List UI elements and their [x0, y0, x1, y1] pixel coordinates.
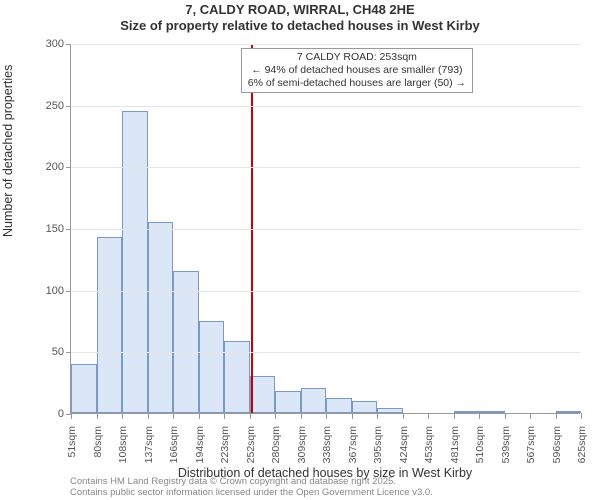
ytick-mark: [66, 44, 71, 45]
ytick-label: 200: [24, 161, 64, 173]
ytick-mark: [66, 229, 71, 230]
xtick-mark: [97, 413, 98, 419]
y-axis-label-container: Number of detached properties: [0, 0, 20, 500]
grid-line: [71, 352, 580, 353]
bar: [97, 237, 123, 413]
xtick-label: 80sqm: [92, 426, 104, 476]
annotation-line1: 7 CALDY ROAD: 253sqm: [248, 51, 466, 64]
xtick-label: 395sqm: [372, 426, 384, 476]
xtick-mark: [377, 413, 378, 419]
xtick-mark: [250, 413, 251, 419]
xtick-label: 223sqm: [219, 426, 231, 476]
attribution-line2: Contains public sector information licen…: [70, 488, 433, 499]
xtick-mark: [428, 413, 429, 419]
annotation-line3: 6% of semi-detached houses are larger (5…: [248, 77, 466, 90]
xtick-label: 166sqm: [168, 426, 180, 476]
xtick-label: 137sqm: [143, 426, 155, 476]
annotation-line2: ← 94% of detached houses are smaller (79…: [248, 64, 466, 77]
xtick-mark: [301, 413, 302, 419]
xtick-label: 424sqm: [398, 426, 410, 476]
bar: [377, 408, 403, 413]
bar: [301, 388, 327, 413]
xtick-mark: [71, 413, 72, 419]
xtick-label: 539sqm: [500, 426, 512, 476]
bar: [556, 411, 582, 413]
xtick-label: 453sqm: [423, 426, 435, 476]
bar: [71, 364, 97, 413]
ytick-mark: [66, 352, 71, 353]
xtick-mark: [352, 413, 353, 419]
bar: [148, 222, 174, 413]
y-axis-label: Number of detached properties: [1, 65, 15, 237]
bar: [250, 376, 276, 413]
xtick-label: 481sqm: [449, 426, 461, 476]
xtick-mark: [454, 413, 455, 419]
ytick-label: 100: [24, 285, 64, 297]
xtick-mark: [224, 413, 225, 419]
bar: [352, 401, 378, 413]
grid-line: [71, 291, 580, 292]
xtick-mark: [326, 413, 327, 419]
xtick-label: 367sqm: [347, 426, 359, 476]
ytick-label: 300: [24, 38, 64, 50]
xtick-mark: [479, 413, 480, 419]
plot-area: 7 CALDY ROAD: 253sqm ← 94% of detached h…: [70, 44, 580, 414]
xtick-mark: [581, 413, 582, 419]
grid-line: [71, 44, 580, 45]
bar: [275, 391, 301, 413]
xtick-mark: [556, 413, 557, 419]
grid-line: [71, 167, 580, 168]
xtick-label: 194sqm: [194, 426, 206, 476]
ytick-label: 0: [24, 408, 64, 420]
xtick-mark: [173, 413, 174, 419]
bar: [479, 411, 505, 413]
annotation-box: 7 CALDY ROAD: 253sqm ← 94% of detached h…: [241, 48, 473, 93]
ytick-mark: [66, 291, 71, 292]
bar: [454, 411, 480, 413]
xtick-label: 625sqm: [576, 426, 588, 476]
xtick-label: 510sqm: [474, 426, 486, 476]
xtick-label: 567sqm: [525, 426, 537, 476]
grid-line: [71, 229, 580, 230]
xtick-label: 309sqm: [296, 426, 308, 476]
xtick-mark: [148, 413, 149, 419]
xtick-label: 51sqm: [66, 426, 78, 476]
chart-title-line1: 7, CALDY ROAD, WIRRAL, CH48 2HE: [0, 2, 600, 17]
ytick-label: 250: [24, 100, 64, 112]
ytick-label: 150: [24, 223, 64, 235]
chart-title-line2: Size of property relative to detached ho…: [0, 18, 600, 33]
attribution: Contains HM Land Registry data © Crown c…: [70, 477, 433, 499]
xtick-label: 108sqm: [117, 426, 129, 476]
xtick-mark: [122, 413, 123, 419]
ytick-mark: [66, 106, 71, 107]
ytick-mark: [66, 167, 71, 168]
xtick-label: 280sqm: [270, 426, 282, 476]
xtick-mark: [199, 413, 200, 419]
bar: [326, 398, 352, 413]
bar: [199, 321, 225, 414]
xtick-label: 338sqm: [321, 426, 333, 476]
chart-container: 7, CALDY ROAD, WIRRAL, CH48 2HE Size of …: [0, 0, 600, 500]
xtick-mark: [530, 413, 531, 419]
xtick-mark: [275, 413, 276, 419]
xtick-mark: [505, 413, 506, 419]
bar: [122, 111, 148, 413]
xtick-label: 596sqm: [551, 426, 563, 476]
bar: [173, 271, 199, 413]
ytick-label: 50: [24, 346, 64, 358]
xtick-label: 252sqm: [245, 426, 257, 476]
xtick-mark: [403, 413, 404, 419]
grid-line: [71, 106, 580, 107]
